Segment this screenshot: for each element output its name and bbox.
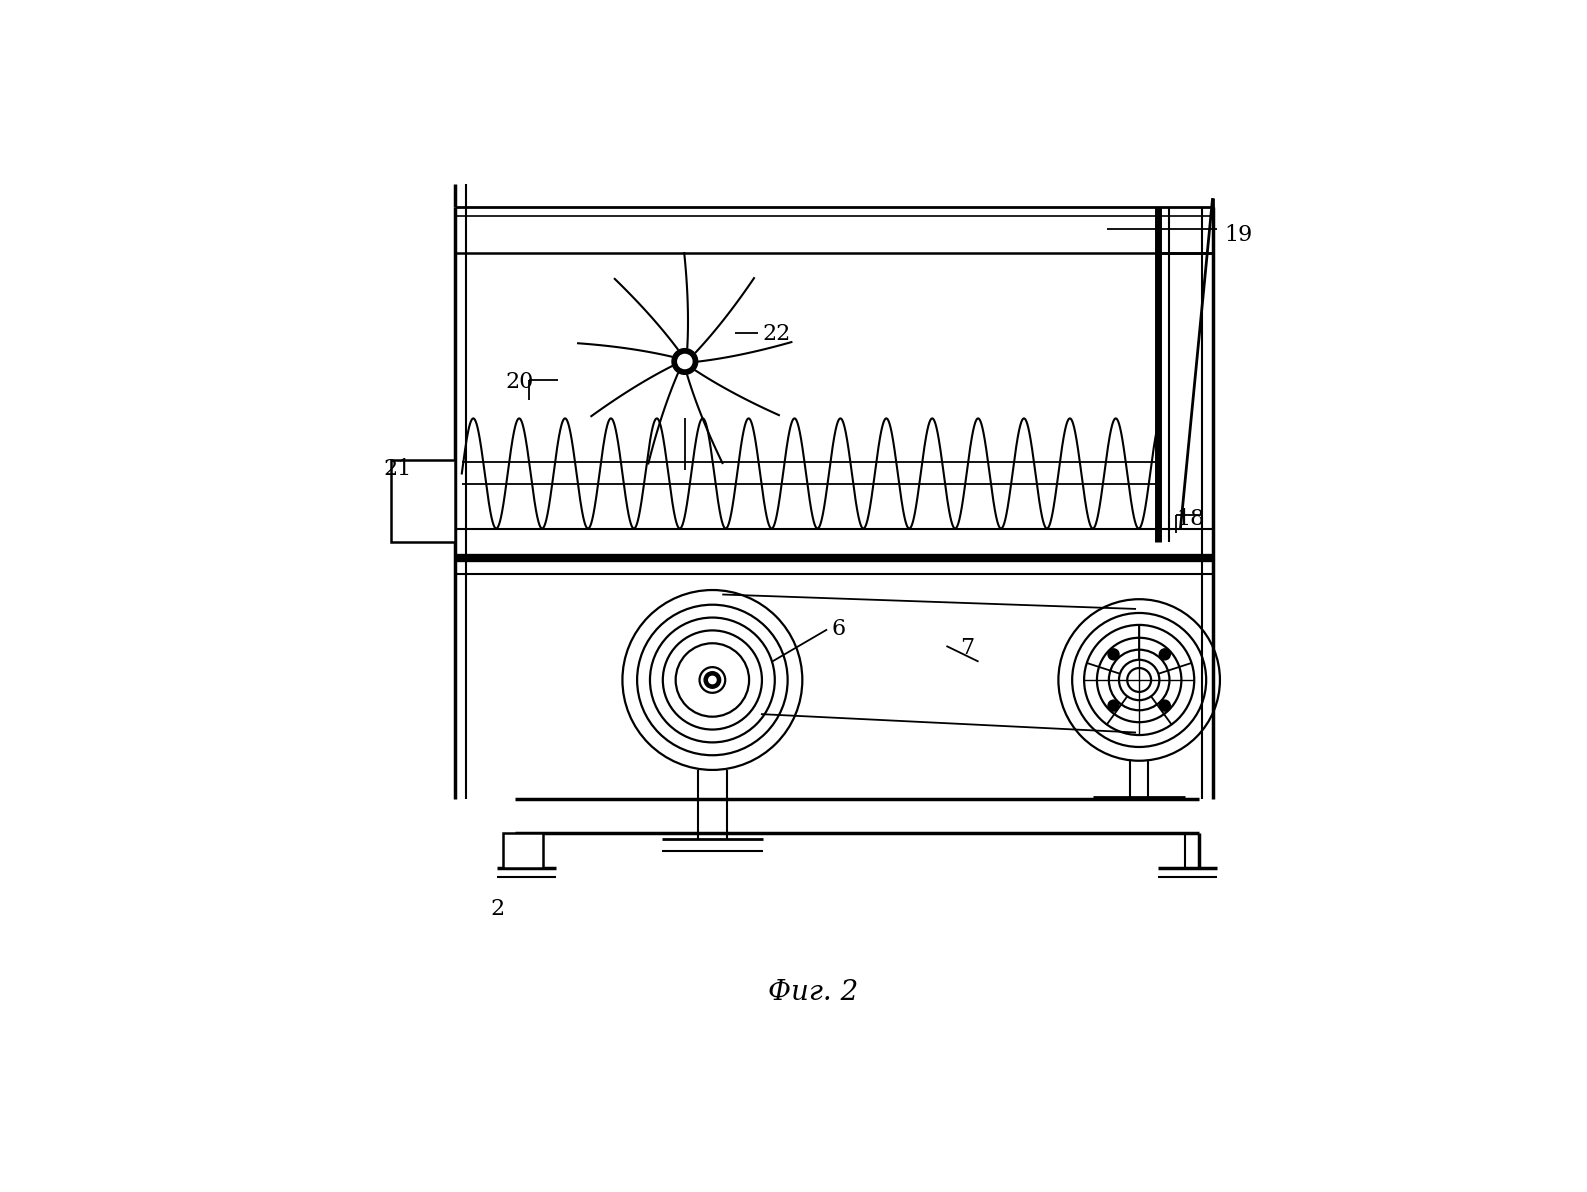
Circle shape <box>1159 648 1170 660</box>
Text: Фиг. 2: Фиг. 2 <box>768 979 859 1006</box>
Text: 21: 21 <box>384 458 413 480</box>
Text: 7: 7 <box>960 637 974 659</box>
Circle shape <box>671 348 698 374</box>
Bar <box>503 833 543 868</box>
Circle shape <box>705 672 720 688</box>
Text: 6: 6 <box>832 619 846 640</box>
Circle shape <box>678 354 692 368</box>
Circle shape <box>1108 700 1119 712</box>
Text: 22: 22 <box>763 323 790 344</box>
Circle shape <box>1108 648 1119 660</box>
Text: 18: 18 <box>1176 508 1205 530</box>
Text: 2: 2 <box>490 898 505 919</box>
Text: 20: 20 <box>506 371 535 392</box>
Circle shape <box>709 676 716 684</box>
Text: 19: 19 <box>1225 224 1252 246</box>
Circle shape <box>1159 700 1170 712</box>
Bar <box>390 460 455 542</box>
